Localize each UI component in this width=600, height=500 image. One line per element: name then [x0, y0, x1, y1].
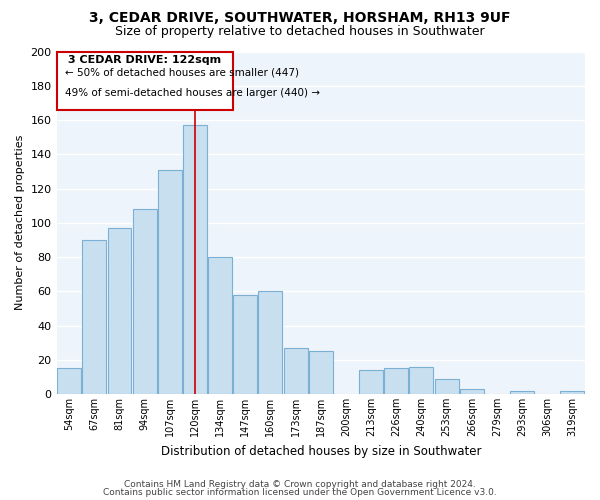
Bar	[233, 294, 257, 394]
Bar	[183, 125, 207, 394]
Text: 3, CEDAR DRIVE, SOUTHWATER, HORSHAM, RH13 9UF: 3, CEDAR DRIVE, SOUTHWATER, HORSHAM, RH1…	[89, 11, 511, 25]
Bar	[208, 257, 232, 394]
Text: 49% of semi-detached houses are larger (440) →: 49% of semi-detached houses are larger (…	[65, 88, 320, 98]
Bar	[284, 348, 308, 394]
Bar	[133, 209, 157, 394]
Bar	[259, 292, 283, 394]
Text: Contains HM Land Registry data © Crown copyright and database right 2024.: Contains HM Land Registry data © Crown c…	[124, 480, 476, 489]
Bar	[510, 390, 534, 394]
Text: Size of property relative to detached houses in Southwater: Size of property relative to detached ho…	[115, 25, 485, 38]
X-axis label: Distribution of detached houses by size in Southwater: Distribution of detached houses by size …	[161, 444, 481, 458]
Bar	[434, 378, 458, 394]
Y-axis label: Number of detached properties: Number of detached properties	[15, 135, 25, 310]
Bar	[460, 389, 484, 394]
Bar	[560, 390, 584, 394]
Bar	[107, 228, 131, 394]
FancyBboxPatch shape	[57, 52, 233, 110]
Bar	[385, 368, 408, 394]
Text: Contains public sector information licensed under the Open Government Licence v3: Contains public sector information licen…	[103, 488, 497, 497]
Bar	[309, 351, 333, 394]
Text: ← 50% of detached houses are smaller (447): ← 50% of detached houses are smaller (44…	[65, 67, 299, 77]
Bar	[158, 170, 182, 394]
Bar	[359, 370, 383, 394]
Text: 3 CEDAR DRIVE: 122sqm: 3 CEDAR DRIVE: 122sqm	[68, 55, 221, 65]
Bar	[409, 366, 433, 394]
Bar	[57, 368, 81, 394]
Bar	[82, 240, 106, 394]
